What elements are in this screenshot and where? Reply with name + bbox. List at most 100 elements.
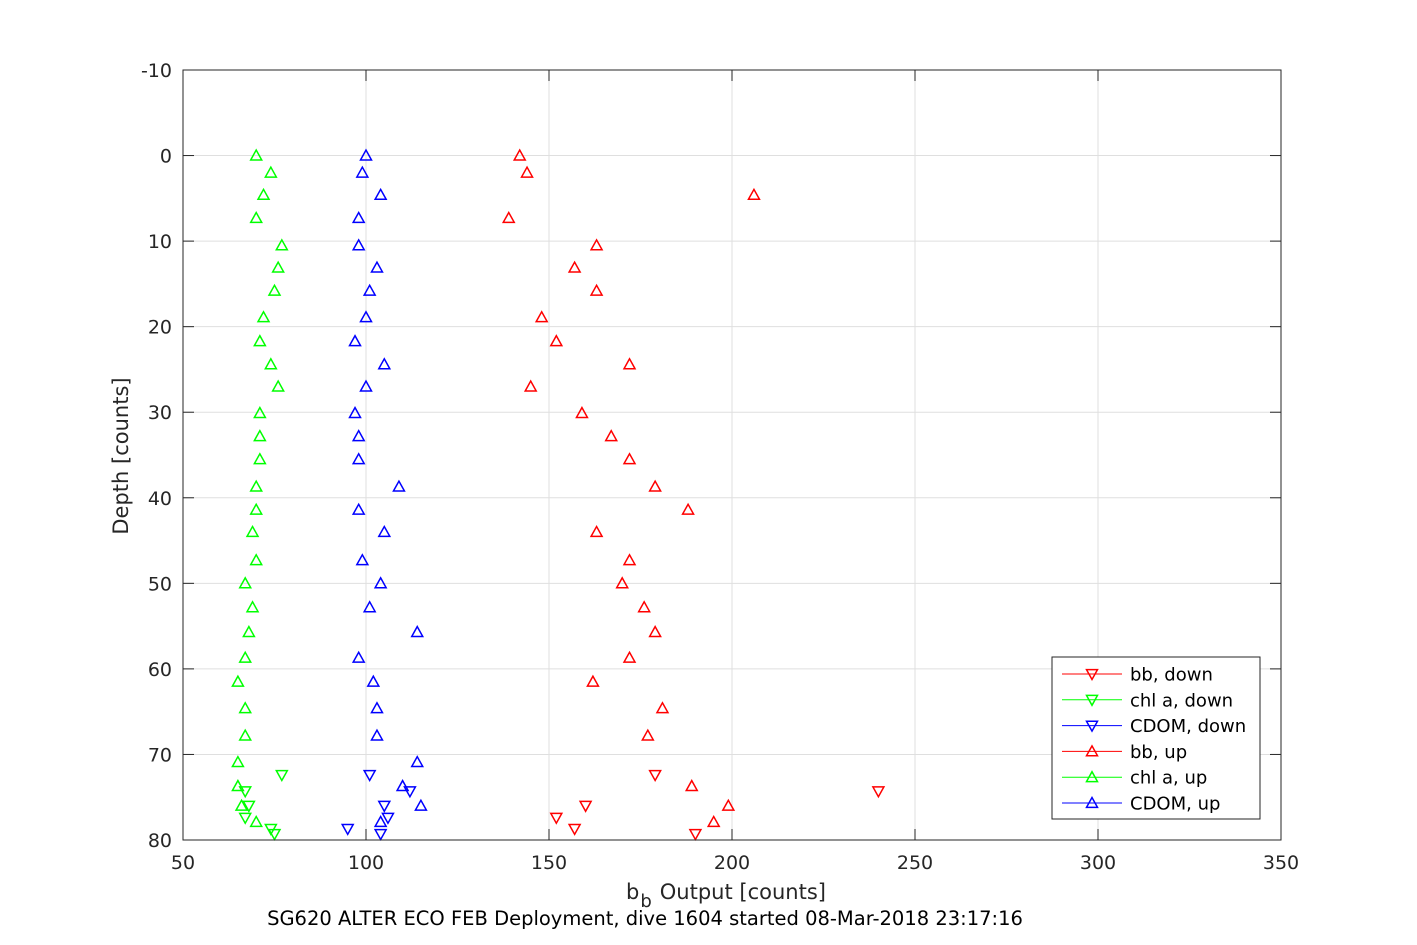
bb-down-point [567,823,582,836]
chl-a-up-point [238,576,252,589]
chl-a-up-point [271,260,285,273]
bb-up-point [549,334,564,347]
bb-up-point [512,148,527,161]
chl-a-up-point [238,650,252,663]
legend-entry-bb-down: bb, down [1062,665,1213,686]
y-tick-label: 50 [148,573,172,595]
bb-down-point [688,828,703,842]
bb-up-point [589,283,604,296]
y-tick-label: 80 [148,830,172,852]
chl-a-up-point [249,148,263,161]
chl-a-up-point [238,701,252,714]
bb-down-point [871,786,886,799]
bb-up-point [622,650,637,663]
y-tick-label: 30 [148,402,172,424]
x-axis-label-subscript: b [640,891,651,912]
x-tick-label: 200 [714,852,750,874]
bb-down-point [549,812,564,825]
chart-title: SG620 ALTER ECO FEB Deployment, dive 160… [267,907,1023,930]
x-tick-label: 250 [897,852,933,874]
bb-up-series [501,148,761,828]
x-axis-label-base: b [626,880,639,904]
cdom-up-point [351,238,366,251]
chl-a-up-point [253,429,267,442]
chl-a-up-point [256,187,271,201]
y-tick-label: 0 [160,146,172,168]
cdom-down-point [373,828,388,842]
y-tick-label: 40 [148,488,172,510]
bb-up-point [586,674,600,687]
bb-up-point [615,576,629,589]
y-tick-label: 70 [148,744,172,766]
chl-a-up-point [249,479,263,492]
cdom-up-point [370,728,384,741]
chl-a-up-point [256,310,271,323]
chl-a-up-point [253,334,267,347]
bb-up-point [534,310,549,323]
legend-entry-cdom-up: CDOM, up [1062,794,1220,815]
chl-a-down-point [267,828,282,842]
legend: bb, down chl a, down CDOM, down bb, up chl a… [1051,656,1261,820]
chl-a-up-point [275,238,289,251]
legend-label: chl a, up [1130,768,1207,789]
bb-up-point [589,524,604,538]
cdom-up-point [377,357,392,370]
cdom-down-point [403,786,417,799]
legend-triangle-down-icon [1085,668,1099,682]
legend-triangle-up-icon [1085,744,1099,757]
legend-label: bb, down [1130,665,1213,686]
chl-a-up-point [249,553,263,566]
cdom-up-series [348,148,428,828]
chl-a-up-point [238,728,252,741]
legend-entry-bb-up: bb, up [1062,742,1187,763]
bb-up-point [567,260,582,273]
x-tick-label: 300 [1080,852,1116,874]
cdom-up-point [351,429,366,442]
cdom-up-point [410,755,425,768]
x-tick-label: 150 [531,852,567,874]
cdom-up-point [359,310,373,323]
bb-down-series [549,769,886,842]
y-tick-label: 60 [148,659,172,681]
x-tick-label: 350 [1263,852,1299,874]
y-axis-label: Depth [counts] [109,377,133,534]
chl-a-up-point [264,165,278,178]
cdom-down-point [362,769,377,783]
bb-up-point [641,728,655,741]
cdom-up-point [370,260,384,273]
cdom-up-point [355,553,370,566]
chl-a-down-point [238,812,252,825]
legend-entry-cdom-down: CDOM, down [1062,716,1246,737]
cdom-up-point [348,406,362,419]
chl-a-up-point [231,674,245,687]
chl-a-up-point [264,357,278,370]
x-tick-label: 100 [348,852,384,874]
cdom-up-point [414,798,428,811]
chl-a-up-point [249,210,263,224]
bb-up-point [501,210,516,224]
chl-a-up-point [271,379,285,392]
chl-a-up-point [249,502,263,515]
cdom-up-point [351,452,366,465]
cdom-up-point [355,165,370,178]
cdom-down-point [340,823,355,836]
legend-entry-chl-a-up: chl a, up [1062,768,1207,789]
y-tick-label: 10 [148,231,172,253]
bb-up-point [523,379,538,392]
bb-up-point [520,165,534,178]
y-axis-tick-labels: -10 0 10 20 30 40 50 60 70 80 [141,60,172,852]
chl-a-down-point [242,800,256,813]
x-axis-label: bb Output [counts] [626,880,826,912]
cdom-up-point [362,283,377,296]
legend-entry-chl-a-down: chl a, down [1062,690,1233,711]
cdom-up-point [359,148,373,161]
cdom-up-point [373,814,388,828]
cdom-up-point [395,779,410,792]
bb-up-point [648,625,662,638]
legend-triangle-down-icon [1085,720,1099,733]
chl-a-up-series [231,148,289,828]
cdom-up-point [359,379,373,392]
legend-triangle-down-icon [1085,694,1099,707]
legend-triangle-up-icon [1085,795,1099,809]
